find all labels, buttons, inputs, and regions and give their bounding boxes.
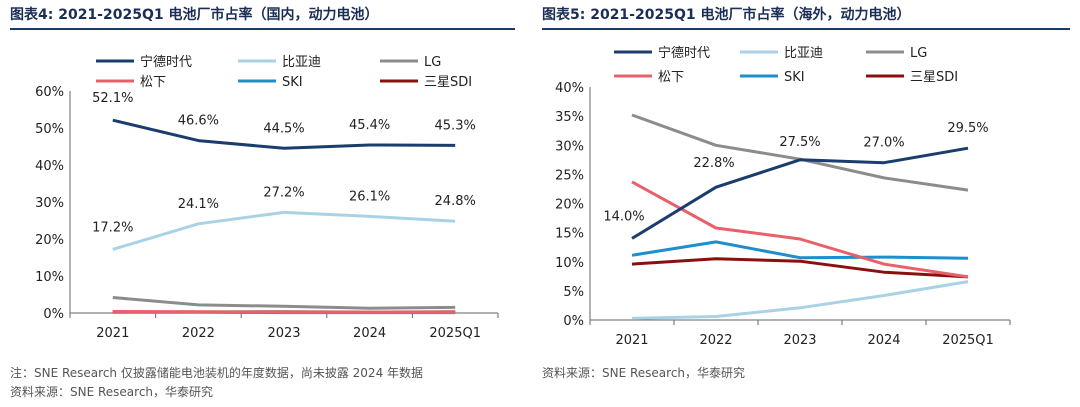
legend-label: 松下	[140, 75, 166, 90]
chart-overseas-svg: 宁德时代 比亚迪 LG 松下 SKI 三星SDI 0% 5% 10% 15% 20% 25% 30% 35…	[555, 45, 1011, 348]
legend-label: 松下	[658, 70, 684, 85]
series-line	[112, 310, 456, 314]
chart-domestic-svg: 宁德时代 比亚迪 LG 松下 SKI 三星SDI 0% 10% 20% 30% 40% 50% 60% 2…	[35, 54, 499, 341]
legend-label: LG	[424, 55, 441, 70]
legend-label: 比亚迪	[784, 46, 823, 61]
legend-label: LG	[910, 46, 927, 61]
x-tick-label: 2024	[867, 333, 900, 348]
y-tick-label: 25%	[555, 168, 584, 183]
legend-label: 宁德时代	[140, 54, 192, 70]
data-label: 45.3%	[435, 118, 476, 133]
chart-panel-domestic: 图表4: 2021-2025Q1 电池厂市占率（国内，动力电池） 宁德时代 比亚迪…	[0, 0, 520, 407]
y-tick-label: 40%	[555, 81, 584, 96]
data-label: 24.8%	[435, 194, 476, 209]
data-label: 27.5%	[779, 135, 820, 150]
data-label: 14.0%	[603, 209, 644, 224]
x-tick-label: 2021	[96, 326, 129, 341]
legend-label: 三星SDI	[910, 70, 958, 85]
y-tick-label: 40%	[35, 159, 64, 174]
y-tick-label: 10%	[35, 270, 64, 285]
legend-label: 宁德时代	[658, 45, 710, 61]
data-label: 52.1%	[92, 91, 133, 106]
x-tick-label: 2021	[615, 333, 648, 348]
y-tick-label: 5%	[563, 285, 584, 300]
chart-panel-overseas: 图表5: 2021-2025Q1 电池厂市占率（海外，动力电池） 宁德时代 比亚迪…	[540, 0, 1080, 407]
series-line	[112, 296, 456, 310]
series-line	[631, 257, 969, 279]
data-label: 22.8%	[693, 156, 734, 171]
legend-label: 比亚迪	[282, 55, 321, 70]
data-label: 44.5%	[263, 121, 304, 136]
x-tick-label: 2025Q1	[942, 333, 994, 348]
y-tick-label: 0%	[563, 314, 584, 329]
series-line	[631, 146, 969, 240]
data-label: 27.2%	[263, 185, 304, 200]
series-line	[631, 240, 969, 260]
y-tick-label: 30%	[555, 139, 584, 154]
series-line	[631, 180, 969, 279]
y-tick-label: 20%	[555, 198, 584, 213]
series-line	[631, 113, 969, 192]
series-line	[112, 118, 456, 150]
y-tick-label: 30%	[35, 196, 64, 211]
y-tick-label: 0%	[43, 307, 64, 322]
chart-footnote: 注：SNE Research 仅披露储能电池装机的年度数据，尚未披露 2024 …	[10, 366, 424, 380]
y-tick-label: 50%	[35, 122, 64, 137]
data-label: 27.0%	[863, 136, 904, 151]
y-tick-label: 60%	[35, 85, 64, 100]
x-tick-label: 2024	[353, 326, 386, 341]
series-line	[112, 210, 456, 251]
data-label: 45.4%	[349, 118, 390, 133]
chart-source: 资料来源：SNE Research，华泰研究	[10, 385, 214, 399]
chart-title: 图表4: 2021-2025Q1 电池厂市占率（国内，动力电池）	[10, 7, 379, 23]
series-line	[631, 280, 969, 320]
x-tick-label: 2023	[267, 326, 300, 341]
chart-source: 资料来源：SNE Research，华泰研究	[542, 366, 746, 380]
chart-title: 图表5: 2021-2025Q1 电池厂市占率（海外，动力电池）	[542, 7, 911, 23]
data-label: 26.1%	[349, 189, 390, 204]
y-tick-label: 10%	[555, 256, 584, 271]
x-tick-label: 2025Q1	[429, 326, 481, 341]
legend-label: SKI	[282, 75, 303, 90]
data-label: 46.6%	[178, 114, 219, 129]
x-tick-label: 2022	[699, 333, 732, 348]
chart-title-bar: 图表4: 2021-2025Q1 电池厂市占率（国内，动力电池）	[10, 4, 515, 30]
legend-label: SKI	[784, 70, 805, 85]
x-tick-label: 2023	[783, 333, 816, 348]
y-tick-label: 35%	[555, 110, 584, 125]
data-label: 29.5%	[947, 121, 988, 136]
y-tick-label: 15%	[555, 227, 584, 242]
data-label: 24.1%	[178, 197, 219, 212]
chart-title-bar: 图表5: 2021-2025Q1 电池厂市占率（海外，动力电池）	[542, 4, 1070, 30]
x-tick-label: 2022	[182, 326, 215, 341]
data-label: 17.2%	[92, 220, 133, 235]
y-tick-label: 20%	[35, 233, 64, 248]
legend-label: 三星SDI	[424, 75, 472, 90]
